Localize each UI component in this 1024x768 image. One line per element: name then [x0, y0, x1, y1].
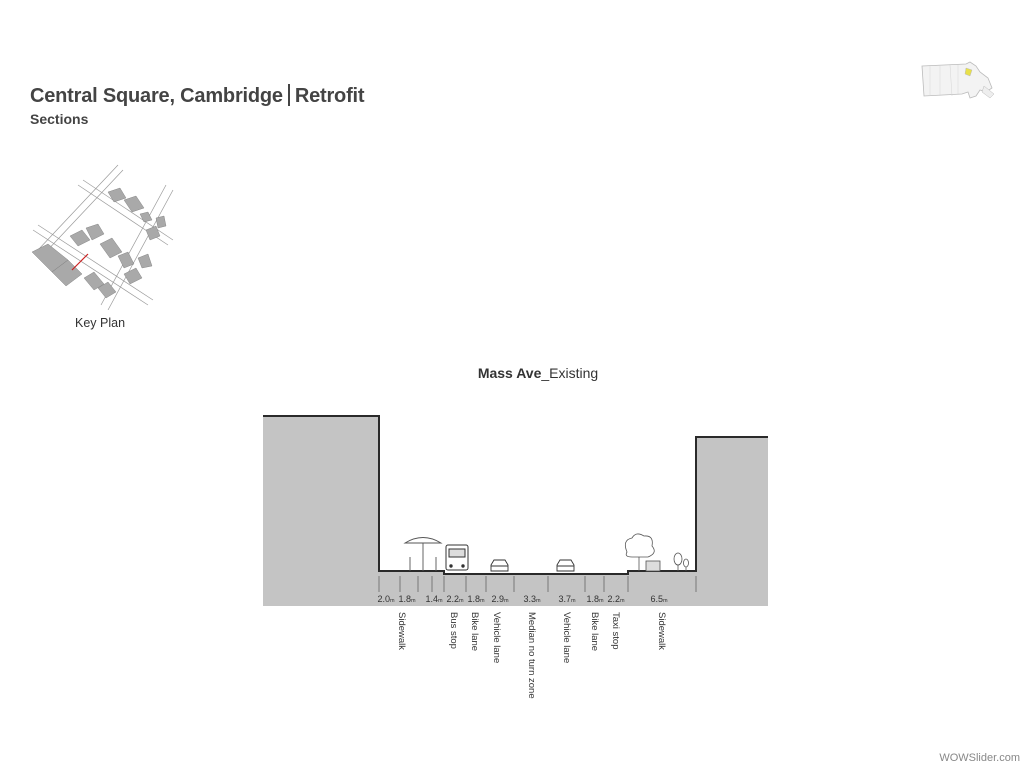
- zone-label-median: Median no turn zone: [526, 612, 537, 699]
- tree-icon-small: [673, 552, 689, 571]
- page-subtitle: Sections: [30, 111, 89, 127]
- zone-label-taxi-stop: Taxi stop: [610, 612, 621, 650]
- zone-label-bus-stop: Bus stop: [448, 612, 459, 649]
- section-title-status: _Existing: [541, 365, 599, 381]
- zone-label-sidewalk-left: Sidewalk: [396, 612, 407, 650]
- title-main: Central Square, Cambridge: [30, 85, 283, 107]
- key-plan-map: [31, 164, 174, 310]
- watermark: WOWSlider.com: [939, 752, 1020, 764]
- section-cut-marker: [71, 253, 89, 271]
- car-icon-left: [490, 559, 509, 572]
- title-separator: [287, 84, 290, 106]
- width-label-10: 2.2m: [607, 594, 625, 604]
- ground-mass: [263, 416, 768, 606]
- zone-label-bike-lane-right: Bike lane: [589, 612, 600, 651]
- car-icon-right: [556, 559, 575, 572]
- page-title: Central Square, Cambridge Retrofit: [30, 84, 365, 108]
- dimension-ticks: [378, 576, 697, 592]
- massachusetts-map-icon: [921, 61, 995, 99]
- width-label-9: 1.8m: [586, 594, 604, 604]
- width-label-6: 2.9m: [491, 594, 509, 604]
- width-label-8: 3.7m: [558, 594, 576, 604]
- zone-label-vehicle-lane-left: Vehicle lane: [491, 612, 502, 663]
- width-label-7: 3.3m: [523, 594, 541, 604]
- umbrella-icon: [403, 537, 443, 571]
- zone-label-sidewalk-right: Sidewalk: [656, 612, 667, 650]
- zone-label-vehicle-lane-right: Vehicle lane: [561, 612, 572, 663]
- section-profile-line: [263, 415, 768, 575]
- title-suffix: Retrofit: [294, 85, 365, 107]
- width-label-4: 2.2m: [446, 594, 464, 604]
- width-label-11: 6.5m: [650, 594, 668, 604]
- width-label-3: 1.4m: [425, 594, 443, 604]
- key-plan-label: Key Plan: [74, 316, 126, 330]
- width-label-2: 1.8m: [398, 594, 416, 604]
- section-title: Mass Ave_Existing: [438, 365, 638, 381]
- bus-icon: [445, 544, 469, 571]
- zone-label-bike-lane-left: Bike lane: [469, 612, 480, 651]
- tree-icon-large: [624, 533, 655, 571]
- planter-icon: [645, 560, 661, 572]
- width-label-1: 2.0m: [377, 594, 395, 604]
- width-label-5: 1.8m: [467, 594, 485, 604]
- section-title-street: Mass Ave: [477, 365, 542, 381]
